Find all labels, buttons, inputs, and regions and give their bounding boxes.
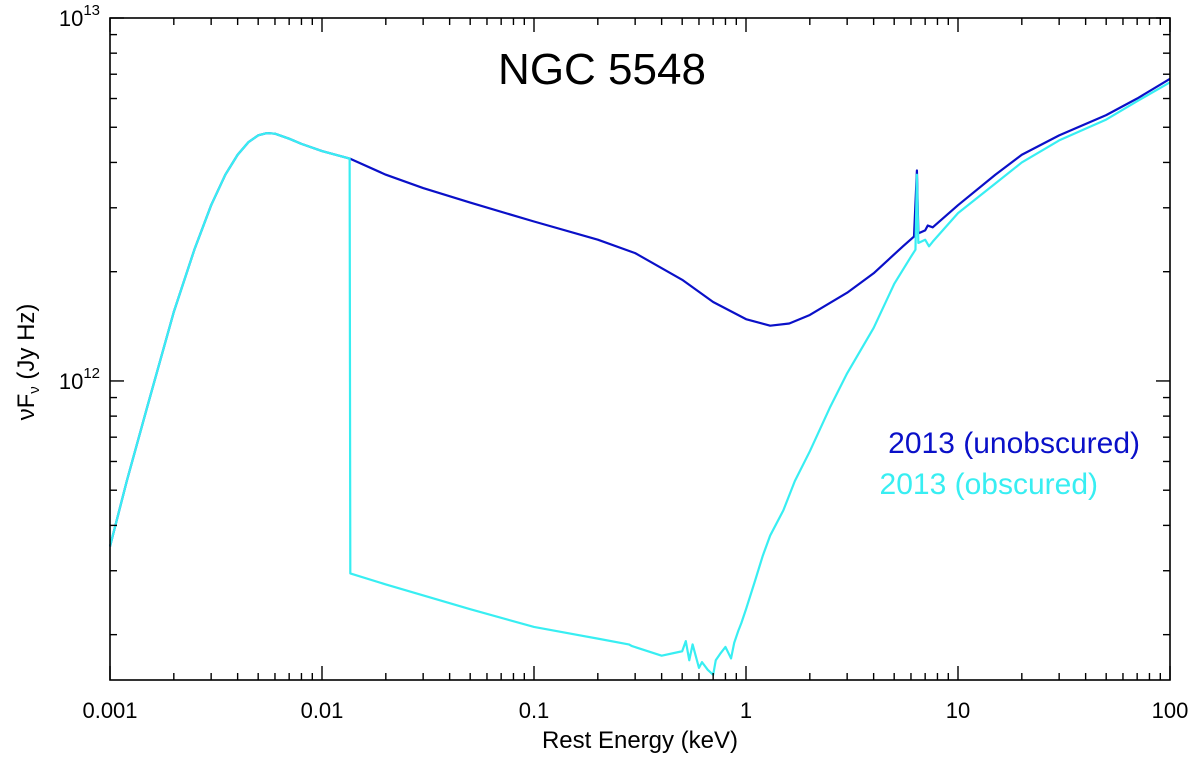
y-tick-label: 1013 bbox=[59, 2, 100, 31]
y-tick-label-exponent: 13 bbox=[83, 2, 100, 19]
x-tick-label: 1 bbox=[740, 698, 752, 723]
y-tick-label-exponent: 12 bbox=[83, 365, 100, 382]
x-axis-title: Rest Energy (keV) bbox=[542, 727, 738, 754]
chart-title: NGC 5548 bbox=[498, 45, 706, 94]
y-axis-title-main: νF bbox=[13, 394, 40, 421]
x-tick-label: 0.1 bbox=[519, 698, 550, 723]
plot-frame bbox=[109, 17, 1171, 681]
y-tick-label: 1012 bbox=[59, 365, 100, 394]
x-tick-label: 0.01 bbox=[301, 698, 344, 723]
legend-entry-unobscured: 2013 (unobscured) bbox=[888, 427, 1140, 460]
y-tick-label-base: 10 bbox=[59, 369, 83, 394]
tick-layer bbox=[109, 17, 1171, 680]
y-axis-title: νFν (Jy Hz) bbox=[13, 304, 43, 421]
series-layer bbox=[108, 77, 1171, 676]
x-tick-label: 100 bbox=[1152, 698, 1189, 723]
y-tick-label-base: 10 bbox=[59, 6, 83, 31]
y-axis-title-units: (Jy Hz) bbox=[13, 304, 40, 387]
legend-entry-obscured: 2013 (obscured) bbox=[880, 468, 1098, 501]
series-line-1 bbox=[108, 81, 1171, 676]
legend: 2013 (unobscured) 2013 (obscured) bbox=[880, 427, 1140, 501]
x-tick-label: 0.001 bbox=[82, 698, 137, 723]
x-tick-label: 10 bbox=[946, 698, 970, 723]
y-axis-title-sub: ν bbox=[26, 386, 43, 394]
